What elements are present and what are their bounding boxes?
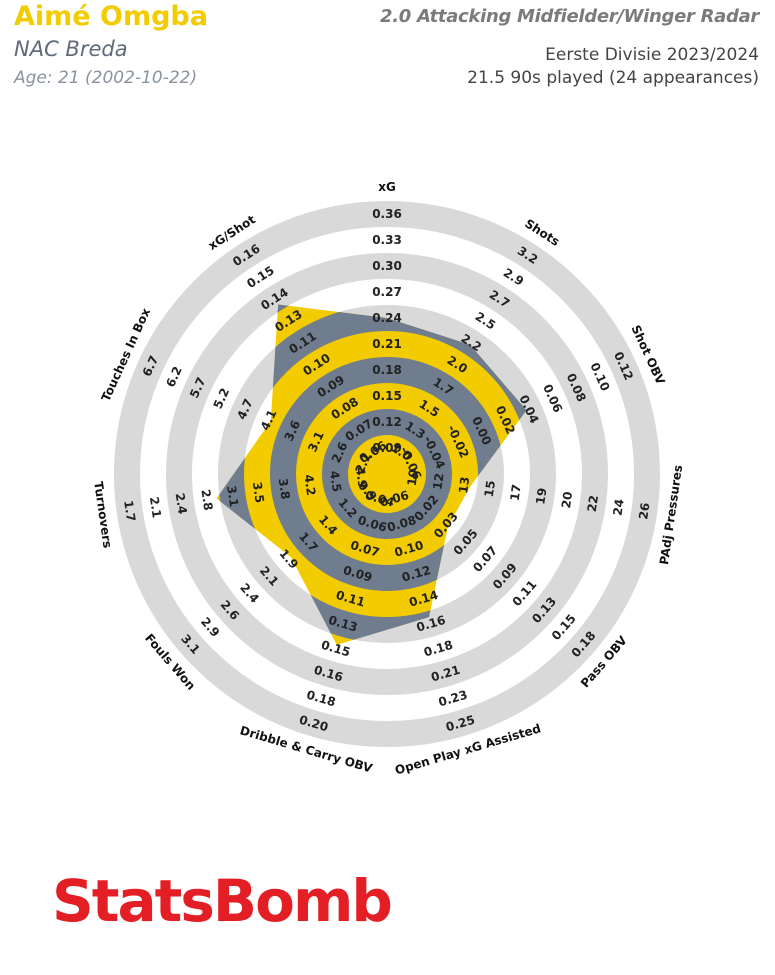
tick-label: 26: [636, 502, 652, 521]
tick-label: 2.9: [501, 265, 526, 288]
tick-label: 2.9: [198, 615, 223, 640]
team-name: NAC Breda: [14, 37, 128, 61]
tick-label: 0.15: [372, 389, 402, 403]
player-core: [374, 461, 400, 487]
competition-season: Eerste Divisie 2023/2024: [545, 45, 759, 65]
tick-label: 20: [559, 491, 575, 510]
tick-label: 0.18: [305, 688, 337, 710]
tick-label: 0.12: [372, 415, 402, 429]
tick-label: 15: [482, 480, 498, 499]
player-age: Age: 21 (2002-10-22): [14, 68, 198, 88]
tick-label: 0.21: [372, 337, 402, 351]
tick-label: 2.4: [237, 581, 262, 606]
tick-label: 4.9: [353, 466, 370, 489]
tick-label: 1.7: [121, 499, 138, 522]
player-name: Aimé Omgba: [14, 1, 208, 32]
tick-label: 2.4: [173, 492, 190, 515]
tick-label: 6.2: [163, 364, 185, 389]
tick-label: 0.18: [372, 363, 402, 377]
radar-chart: 0.09 0.12 0.15 0.18 0.21 0.24 0.27 0.30 0.33 0.36…: [91, 180, 685, 777]
tick-label: 22: [585, 494, 601, 513]
tick-label: 0.30: [372, 259, 402, 273]
tick-label: 0.27: [372, 285, 402, 299]
tick-label: 0.33: [372, 233, 402, 247]
statsbomb-logo: StatsBomb: [52, 867, 393, 935]
tick-label: 0.10: [587, 360, 612, 393]
tick-label: 3.1: [224, 485, 241, 508]
tick-label: 0.18: [422, 638, 454, 660]
tick-label: 4.5: [327, 470, 344, 493]
tick-label: 2.1: [147, 496, 164, 519]
tick-label: 17: [508, 483, 524, 502]
tick-label: 0.24: [372, 311, 402, 325]
metric-label: PAdj Pressures: [657, 464, 685, 566]
metric-label: xG: [378, 180, 396, 194]
tick-label: 0.23: [437, 688, 469, 710]
background-ring: [114, 201, 660, 747]
tick-label: 12: [430, 472, 446, 491]
metric-label: Turnovers: [91, 481, 114, 549]
tick-label: 0.09: [372, 441, 402, 455]
player-ring: [322, 409, 452, 539]
tick-label: 2.8: [198, 488, 215, 511]
radar-title: 2.0 Attacking Midfielder/Winger Radar: [379, 6, 759, 27]
tick-label: 3.8: [276, 477, 293, 500]
tick-label: 2.5: [473, 309, 498, 332]
tick-label: 5.2: [211, 386, 233, 411]
tick-label: 19: [533, 487, 549, 506]
tick-label: 13: [456, 476, 472, 495]
tick-label: 0.06: [540, 382, 565, 415]
background-ring: [166, 253, 608, 695]
tick-label: 4.2: [301, 474, 318, 497]
tick-label: 0.36: [372, 207, 402, 221]
minutes-played: 21.5 90s played (24 appearances): [467, 68, 759, 88]
tick-label: 24: [610, 498, 626, 517]
tick-label: 3.5: [250, 481, 267, 504]
tick-label: 10: [405, 468, 421, 487]
